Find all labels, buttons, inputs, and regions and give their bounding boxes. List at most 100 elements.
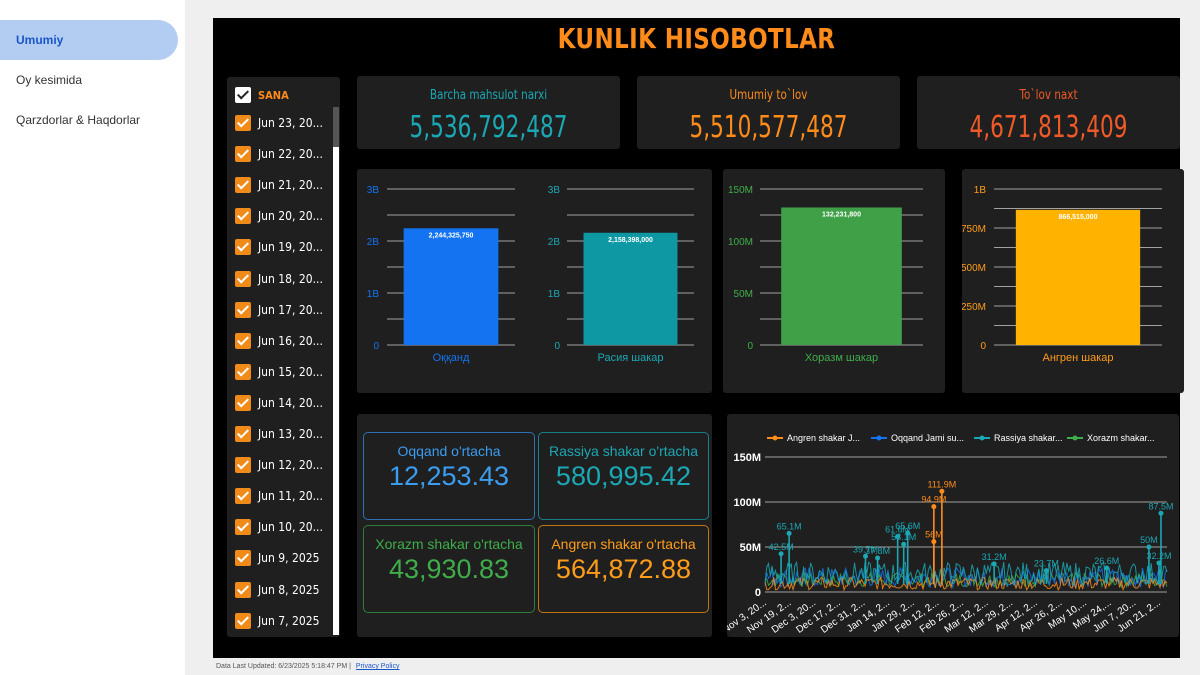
checkbox-icon[interactable] — [235, 301, 251, 318]
legend-label: Xorazm shakar... — [1087, 433, 1155, 443]
kpi-card-tolov-naxt: To`lov naxt 4,671,813,409 — [917, 76, 1180, 149]
data-point[interactable] — [1043, 568, 1049, 574]
date-filter-item[interactable]: Jun 15, 20... — [235, 363, 335, 384]
nav-item-oy-kesimida[interactable]: Oy kesimida — [16, 73, 83, 87]
checkbox-icon[interactable] — [235, 239, 251, 256]
avg-label: Angren shakar o'rtacha — [551, 536, 696, 552]
data-label: 65.1M — [777, 521, 802, 531]
bar-0[interactable] — [403, 228, 499, 345]
legend-item[interactable]: Angren shakar J... — [767, 433, 860, 443]
checkbox-icon[interactable] — [235, 394, 251, 411]
checkbox-icon[interactable] — [235, 457, 251, 474]
data-point[interactable] — [1104, 565, 1110, 571]
bar-2[interactable] — [781, 207, 902, 345]
nav-item-qarzdorlar-haqdorlar[interactable]: Qarzdorlar & Haqdorlar — [16, 113, 141, 127]
bar-chart-panel-xorazm: 0 50M 100M 150M 132,231,800 Хоразм шакар — [723, 169, 945, 393]
checkbox-icon[interactable] — [235, 612, 251, 629]
y-tick-label: 50M — [734, 289, 753, 300]
bar-1[interactable] — [583, 232, 678, 345]
series-line[interactable] — [764, 570, 1168, 589]
data-point[interactable] — [1156, 560, 1162, 566]
line-chart-daily: Angren shakar J... Oqqand Jami su... Rassi… — [721, 433, 1174, 636]
checkbox-icon[interactable] — [235, 115, 251, 131]
data-point[interactable] — [905, 530, 911, 536]
checkbox-icon[interactable] — [235, 332, 251, 349]
date-filter-item[interactable]: Jun 19, 20... — [235, 239, 335, 259]
checkbox-icon[interactable] — [235, 87, 251, 103]
data-point[interactable] — [931, 539, 937, 545]
data-point[interactable] — [1146, 544, 1152, 550]
date-filter-label: Jun 16, 20... — [258, 333, 323, 348]
kpi-label: Umumiy to`lov — [729, 88, 808, 103]
date-select-all[interactable]: SANA — [235, 87, 335, 107]
data-point[interactable] — [875, 555, 881, 561]
data-label: 31.2M — [982, 552, 1007, 562]
checkbox-icon[interactable] — [235, 519, 251, 536]
date-filter-label: Jun 11, 20... — [258, 489, 323, 504]
x-category-label: Хоразм шакар — [805, 352, 878, 364]
nav-item-umumiy[interactable]: Umumiy — [0, 20, 178, 60]
y-tick-label: 0 — [980, 341, 986, 352]
data-point[interactable] — [786, 530, 792, 536]
series-line[interactable] — [764, 566, 1168, 590]
y-tick-label: 1B — [367, 289, 380, 300]
checkbox-icon[interactable] — [235, 581, 251, 598]
kpi-value: 5,536,792,487 — [409, 110, 568, 145]
date-filter-list: SANA Jun 23, 20... Jun 22, 20... Jun 21, 2… — [227, 77, 340, 637]
date-filter-item[interactable]: Jun 10, 20... — [235, 519, 335, 539]
bar-3[interactable] — [1015, 209, 1141, 345]
date-filter-item[interactable]: Jun 13, 20... — [235, 426, 335, 446]
data-label: 87.5M — [1148, 501, 1173, 511]
date-filter-label: Jun 15, 20... — [258, 364, 323, 379]
checkbox-icon[interactable] — [235, 146, 251, 163]
date-filter-item[interactable]: Jun 18, 20... — [235, 270, 335, 291]
scrollbar-thumb[interactable] — [333, 107, 339, 147]
privacy-policy-link[interactable]: Privacy Policy — [355, 663, 400, 670]
date-filter-item[interactable]: Jun 12, 20... — [235, 457, 335, 477]
date-filter-item[interactable]: Jun 16, 20... — [235, 332, 335, 353]
checkbox-icon[interactable] — [235, 208, 251, 225]
date-filter-item[interactable]: Jun 23, 20... — [235, 115, 335, 135]
data-point[interactable] — [939, 488, 945, 494]
y-tick-label: 2B — [548, 237, 561, 248]
series-line[interactable] — [764, 560, 1168, 587]
date-filter-item[interactable]: Jun 17, 20... — [235, 301, 335, 322]
legend-item[interactable]: Oqqand Jami su... — [871, 433, 964, 443]
legend-item[interactable]: Rassiya shakar... — [974, 433, 1063, 443]
series-line[interactable] — [764, 575, 1168, 592]
date-filter-item[interactable]: Jun 7, 2025 — [235, 612, 335, 633]
date-filter-item[interactable]: Jun 14, 20... — [235, 394, 335, 415]
checkbox-icon[interactable] — [235, 426, 251, 442]
checkbox-icon[interactable] — [235, 550, 251, 567]
data-point[interactable] — [778, 551, 784, 557]
date-filter-label: Jun 19, 20... — [258, 240, 323, 255]
legend-item[interactable]: Xorazm shakar... — [1067, 433, 1155, 443]
date-filter-label: Jun 8, 2025 — [258, 582, 320, 597]
avg-label: Oqqand o'rtacha — [397, 443, 501, 459]
date-list-scrollbar[interactable] — [333, 107, 339, 635]
date-filter-label: Jun 10, 20... — [258, 520, 323, 535]
checkbox-icon[interactable] — [235, 363, 251, 380]
y-tick-label: 0 — [554, 341, 560, 352]
date-filter-label: Jun 22, 20... — [258, 147, 323, 162]
date-filter-item[interactable]: Jun 9, 2025 — [235, 550, 335, 570]
date-filter-item[interactable]: Jun 22, 20... — [235, 146, 335, 166]
bar-chart-angren: 0 250M 500M 750M 1B 866,515,000 Ангрен шакар — [961, 185, 1162, 364]
date-filter-item[interactable]: Jun 8, 2025 — [235, 581, 335, 602]
checkbox-icon[interactable] — [235, 270, 251, 287]
avg-card-xorazm: Xorazm shakar o'rtacha 43,930.83 — [363, 525, 535, 613]
data-point[interactable] — [901, 541, 907, 547]
legend-label: Rassiya shakar... — [994, 433, 1063, 443]
data-point[interactable] — [1158, 510, 1164, 516]
data-point[interactable] — [931, 504, 937, 510]
data-point[interactable] — [895, 534, 901, 540]
data-point[interactable] — [863, 553, 868, 559]
date-filter-item[interactable]: Jun 20, 20... — [235, 208, 335, 228]
date-filter-item[interactable]: Jun 11, 20... — [235, 488, 335, 508]
checkbox-icon[interactable] — [235, 488, 251, 505]
data-point[interactable] — [991, 561, 997, 567]
y-tick-label: 100M — [728, 237, 753, 248]
date-filter-item[interactable]: Jun 21, 20... — [235, 177, 335, 197]
y-tick-label: 0 — [755, 587, 761, 599]
checkbox-icon[interactable] — [235, 177, 251, 194]
